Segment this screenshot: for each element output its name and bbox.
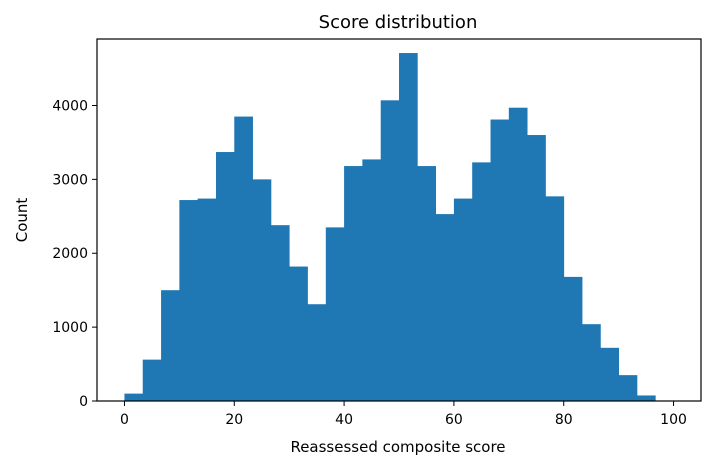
x-axis-label: Reassessed composite score: [290, 438, 505, 456]
histogram-bar-13: [362, 159, 382, 401]
plot-frame: [96, 38, 702, 402]
x-tick-label: 100: [660, 412, 687, 428]
histogram-bar-6: [234, 116, 253, 402]
chart-title: Score distribution: [319, 12, 478, 33]
x-tick-label: 20: [225, 412, 243, 428]
x-tick-label: 60: [445, 412, 463, 428]
y-axis-label: Count: [13, 198, 31, 243]
y-tick-label: 0: [79, 394, 88, 410]
histogram-bar-17: [435, 214, 455, 401]
histogram-bar-20: [490, 119, 510, 402]
histogram-bars: [124, 53, 656, 402]
histogram-bar-11: [325, 227, 345, 401]
x-tick-label: 80: [555, 412, 573, 428]
y-axis-ticks: 0 1000 2000 3000 4000: [52, 98, 97, 410]
histogram-bar-10: [307, 304, 327, 401]
histogram-bar-4: [197, 198, 217, 401]
y-tick-label: 2000: [52, 246, 88, 262]
x-axis-ticks: 0 20 40 60 80 100: [120, 401, 687, 428]
histogram-bar-12: [344, 166, 363, 401]
x-tick-label: 0: [120, 412, 129, 428]
x-tick-label: 40: [335, 412, 353, 428]
histogram-bar-23: [545, 196, 565, 401]
histogram-bar-16: [417, 166, 437, 401]
histogram-bar-22: [527, 135, 546, 401]
histogram-bar-0: [124, 393, 144, 401]
histogram-bar-19: [472, 162, 491, 401]
y-tick-label: 4000: [52, 98, 88, 114]
histogram-bar-18: [453, 198, 473, 401]
y-tick-label: 3000: [52, 172, 88, 188]
histogram-bar-5: [215, 152, 235, 401]
histogram-bar-8: [270, 225, 290, 401]
histogram-bar-3: [179, 200, 199, 401]
y-tick-label: 1000: [52, 320, 88, 336]
histogram-bar-26: [600, 347, 620, 401]
histogram-bar-28: [636, 395, 656, 401]
histogram-bar-14: [380, 100, 400, 402]
histogram-bar-9: [289, 266, 308, 401]
histogram-bar-24: [563, 276, 583, 401]
histogram-bar-27: [618, 375, 638, 401]
histogram-bar-21: [508, 107, 528, 402]
histogram-bar-15: [399, 53, 418, 401]
histogram-bar-25: [582, 324, 601, 401]
histogram-bar-7: [252, 179, 272, 401]
histogram-bar-1: [142, 359, 162, 401]
histogram-bar-2: [161, 290, 180, 401]
